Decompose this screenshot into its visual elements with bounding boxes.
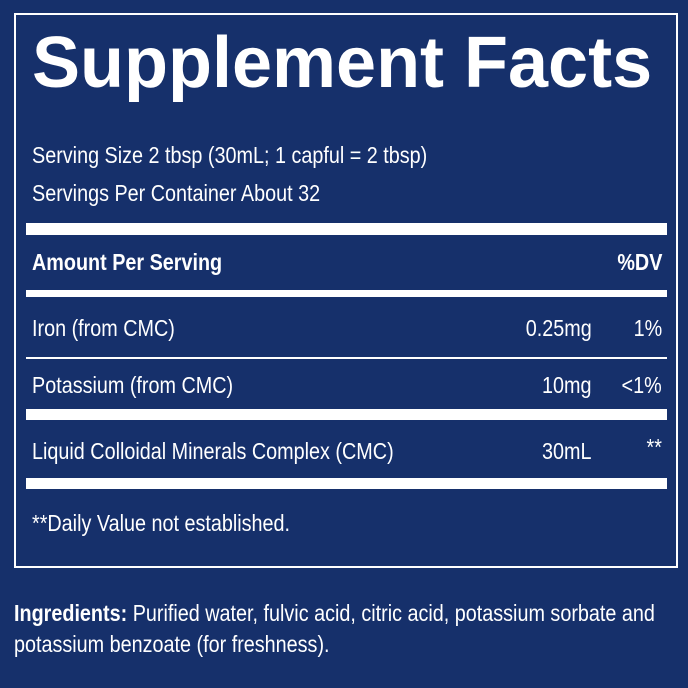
row-divider	[26, 357, 667, 359]
nutrient-name: Potassium (from CMC)	[32, 372, 234, 398]
nutrient-dv: <1%	[621, 372, 662, 398]
daily-value-footnote: **Daily Value not established.	[32, 510, 291, 536]
nutrient-name: Liquid Colloidal Minerals Complex (CMC)	[32, 438, 394, 464]
amount-per-serving-label: Amount Per Serving	[32, 249, 223, 275]
servings-per-container: Servings Per Container About 32	[32, 180, 321, 206]
thick-divider-bottom	[26, 478, 667, 489]
nutrient-dv: 1%	[633, 315, 662, 341]
nutrient-amount: 0.25mg	[526, 315, 592, 341]
ingredients-label: Ingredients:	[14, 600, 128, 626]
nutrient-name: Iron (from CMC)	[32, 315, 175, 341]
dv-header-label: %DV	[616, 249, 662, 275]
thick-divider-middle	[26, 409, 667, 420]
nutrient-dv: **	[646, 434, 662, 460]
ingredients-statement: Ingredients: Purified water, fulvic acid…	[14, 598, 668, 660]
panel-title: Supplement Facts	[32, 23, 653, 103]
ingredients-text: Purified water, fulvic acid, citric acid…	[14, 600, 655, 657]
nutrient-amount: 10mg	[542, 372, 592, 398]
thick-divider-top	[26, 223, 667, 235]
nutrient-amount: 30mL	[542, 438, 592, 464]
serving-size: Serving Size 2 tbsp (30mL; 1 capful = 2 …	[32, 142, 428, 168]
medium-divider	[26, 290, 667, 297]
supplement-facts-panel: Supplement Facts Serving Size 2 tbsp (30…	[14, 13, 678, 568]
